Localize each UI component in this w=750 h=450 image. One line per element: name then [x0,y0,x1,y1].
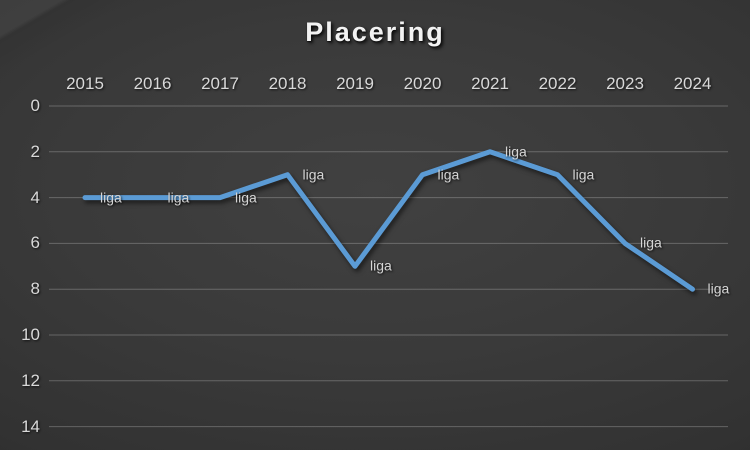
x-tick-label: 2024 [673,74,712,93]
y-tick-label: 8 [30,279,40,299]
x-tick-label: 2016 [133,74,172,93]
x-tick-label: 2015 [66,74,104,93]
data-point-label: liga [100,189,122,206]
y-tick-label: 14 [21,416,40,436]
x-tick-label: 2020 [403,74,442,93]
y-tick-label: 12 [21,370,40,390]
x-tick-label: 2018 [268,74,307,93]
y-tick-label: 10 [21,325,40,344]
x-tick-label: 2023 [606,74,644,93]
data-point-label: liga [572,166,595,183]
x-tick-label: 2017 [201,74,239,93]
x-tick-label: 2022 [538,74,577,93]
data-point-label: liga [167,189,190,206]
y-tick-label: 0 [30,96,40,115]
data-point-label: liga [437,166,460,183]
data-point-label: liga [505,143,527,160]
y-tick-label: 2 [30,141,40,161]
data-point-label: liga [640,235,662,252]
x-tick-label: 2019 [336,74,374,93]
data-point-label: liga [235,189,257,206]
chart-title: Placering [305,17,445,47]
data-point-label: liga [707,280,730,297]
y-tick-label: 4 [30,187,40,207]
data-point-label: liga [302,166,325,183]
x-tick-label: 2021 [471,74,509,93]
y-tick-label: 6 [30,233,40,253]
data-point-label: liga [370,257,392,274]
series-line [82,149,695,292]
